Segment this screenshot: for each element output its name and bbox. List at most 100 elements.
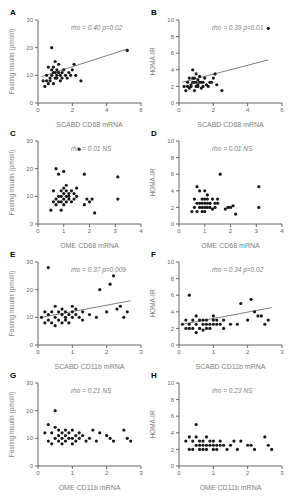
svg-text:1: 1: [62, 228, 66, 234]
svg-text:3: 3: [139, 349, 143, 355]
svg-text:6: 6: [139, 107, 143, 113]
svg-text:HOMA-IR: HOMA-IR: [149, 47, 156, 75]
svg-text:10: 10: [167, 380, 174, 386]
svg-text:SCABD CD11b mRNA: SCABD CD11b mRNA: [196, 363, 266, 370]
svg-text:20: 20: [26, 408, 33, 414]
svg-text:OME CD68 mRNA: OME CD68 mRNA: [60, 242, 119, 249]
svg-text:2: 2: [71, 107, 75, 113]
svg-text:30: 30: [26, 380, 33, 386]
svg-text:10: 10: [26, 193, 33, 199]
svg-text:0: 0: [30, 342, 34, 348]
svg-text:4: 4: [171, 430, 175, 436]
svg-text:0: 0: [36, 349, 40, 355]
svg-text:SCABD CD11b mRNA: SCABD CD11b mRNA: [55, 363, 125, 370]
html-text:rho = 0.01 NS: rho = 0.01 NS: [71, 145, 112, 153]
svg-text:30: 30: [26, 259, 33, 265]
svg-text:10: 10: [167, 259, 174, 265]
svg-text:30: 30: [26, 138, 33, 144]
svg-text:20: 20: [26, 166, 33, 172]
svg-text:1: 1: [212, 349, 216, 355]
svg-text:10: 10: [26, 435, 33, 441]
svg-text:2: 2: [88, 228, 92, 234]
svg-text:2: 2: [171, 205, 175, 211]
svg-text:SCABD CD68 mRNA: SCABD CD68 mRNA: [197, 121, 264, 128]
svg-text:2: 2: [171, 84, 175, 90]
svg-text:4: 4: [171, 309, 175, 315]
html-text:rho = 0.23 NS: rho = 0.23 NS: [212, 387, 253, 395]
svg-text:4: 4: [246, 107, 250, 113]
svg-text:8: 8: [171, 155, 175, 161]
svg-text:OME CD11b mRNA: OME CD11b mRNA: [59, 484, 121, 491]
svg-text:0: 0: [177, 470, 181, 476]
html-text:rho = 0.01 NS: rho = 0.01 NS: [212, 145, 253, 153]
svg-text:0: 0: [30, 463, 34, 469]
svg-text:HOMA-IR: HOMA-IR: [149, 289, 156, 317]
html-text:rho = 0.39 p=0.01: rho = 0.39 p=0.01: [212, 24, 264, 32]
html-text:rho = 0.40 p=0.02: rho = 0.40 p=0.02: [71, 24, 123, 32]
svg-text:HOMA-IR: HOMA-IR: [149, 168, 156, 196]
svg-text:0: 0: [30, 100, 34, 106]
svg-text:10: 10: [167, 17, 174, 23]
svg-text:4: 4: [280, 228, 284, 234]
svg-text:10: 10: [26, 314, 33, 320]
svg-text:OME CD68 mRNA: OME CD68 mRNA: [201, 242, 260, 249]
svg-text:Fasting Insulin (pmol/l): Fasting Insulin (pmol/l): [8, 392, 16, 457]
svg-text:10: 10: [26, 72, 33, 78]
svg-text:8: 8: [171, 397, 175, 403]
svg-text:Fasting Insulin (pmol/l): Fasting Insulin (pmol/l): [8, 271, 16, 336]
html-text:rho = 0.37 p=0.009: rho = 0.37 p=0.009: [71, 266, 126, 274]
svg-text:6: 6: [171, 171, 175, 177]
svg-text:3: 3: [114, 228, 118, 234]
html-text:rho = 0.34 p=0.02: rho = 0.34 p=0.02: [212, 266, 264, 274]
svg-text:2: 2: [171, 326, 175, 332]
svg-text:30: 30: [26, 17, 33, 23]
svg-text:0: 0: [171, 221, 175, 227]
svg-text:2: 2: [246, 349, 250, 355]
svg-text:0: 0: [171, 463, 175, 469]
svg-text:0: 0: [177, 228, 181, 234]
svg-text:SCABD CD68 mRNA: SCABD CD68 mRNA: [56, 121, 123, 128]
html-text:A: A: [10, 8, 16, 17]
svg-text:6: 6: [280, 107, 284, 113]
svg-text:Fasting Insulin (pmol/l): Fasting Insulin (pmol/l): [8, 29, 16, 94]
svg-text:6: 6: [171, 292, 175, 298]
svg-text:OME CD11b mRNA: OME CD11b mRNA: [200, 484, 262, 491]
svg-text:0: 0: [171, 342, 175, 348]
svg-text:2: 2: [105, 470, 109, 476]
svg-text:0: 0: [171, 100, 175, 106]
svg-text:2: 2: [171, 447, 175, 453]
svg-text:4: 4: [171, 188, 175, 194]
svg-text:1: 1: [71, 470, 75, 476]
svg-text:0: 0: [36, 228, 40, 234]
svg-text:2: 2: [246, 470, 250, 476]
svg-text:0: 0: [177, 349, 181, 355]
svg-text:2: 2: [105, 349, 109, 355]
svg-text:20: 20: [26, 287, 33, 293]
svg-text:0: 0: [36, 107, 40, 113]
svg-text:2: 2: [229, 228, 233, 234]
svg-text:6: 6: [171, 50, 175, 56]
svg-text:0: 0: [30, 221, 34, 227]
svg-text:4: 4: [139, 228, 143, 234]
svg-text:1: 1: [71, 349, 75, 355]
svg-text:1: 1: [212, 470, 216, 476]
svg-text:Fasting Insulin (pmol/l): Fasting Insulin (pmol/l): [8, 150, 16, 215]
svg-text:8: 8: [171, 276, 175, 282]
svg-text:0: 0: [36, 470, 40, 476]
svg-text:6: 6: [171, 413, 175, 419]
svg-text:3: 3: [280, 349, 284, 355]
svg-text:3: 3: [255, 228, 259, 234]
svg-text:10: 10: [167, 138, 174, 144]
svg-text:4: 4: [105, 107, 109, 113]
svg-text:2: 2: [212, 107, 216, 113]
svg-text:4: 4: [171, 67, 175, 73]
svg-text:3: 3: [280, 470, 284, 476]
svg-text:0: 0: [177, 107, 181, 113]
svg-text:HOMA-IR: HOMA-IR: [149, 410, 156, 438]
html-text:G: G: [10, 371, 17, 380]
svg-text:3: 3: [139, 470, 143, 476]
svg-text:8: 8: [171, 34, 175, 40]
html-text:rho = 0.21 NS: rho = 0.21 NS: [71, 387, 112, 395]
svg-text:20: 20: [26, 45, 33, 51]
svg-text:1: 1: [203, 228, 207, 234]
